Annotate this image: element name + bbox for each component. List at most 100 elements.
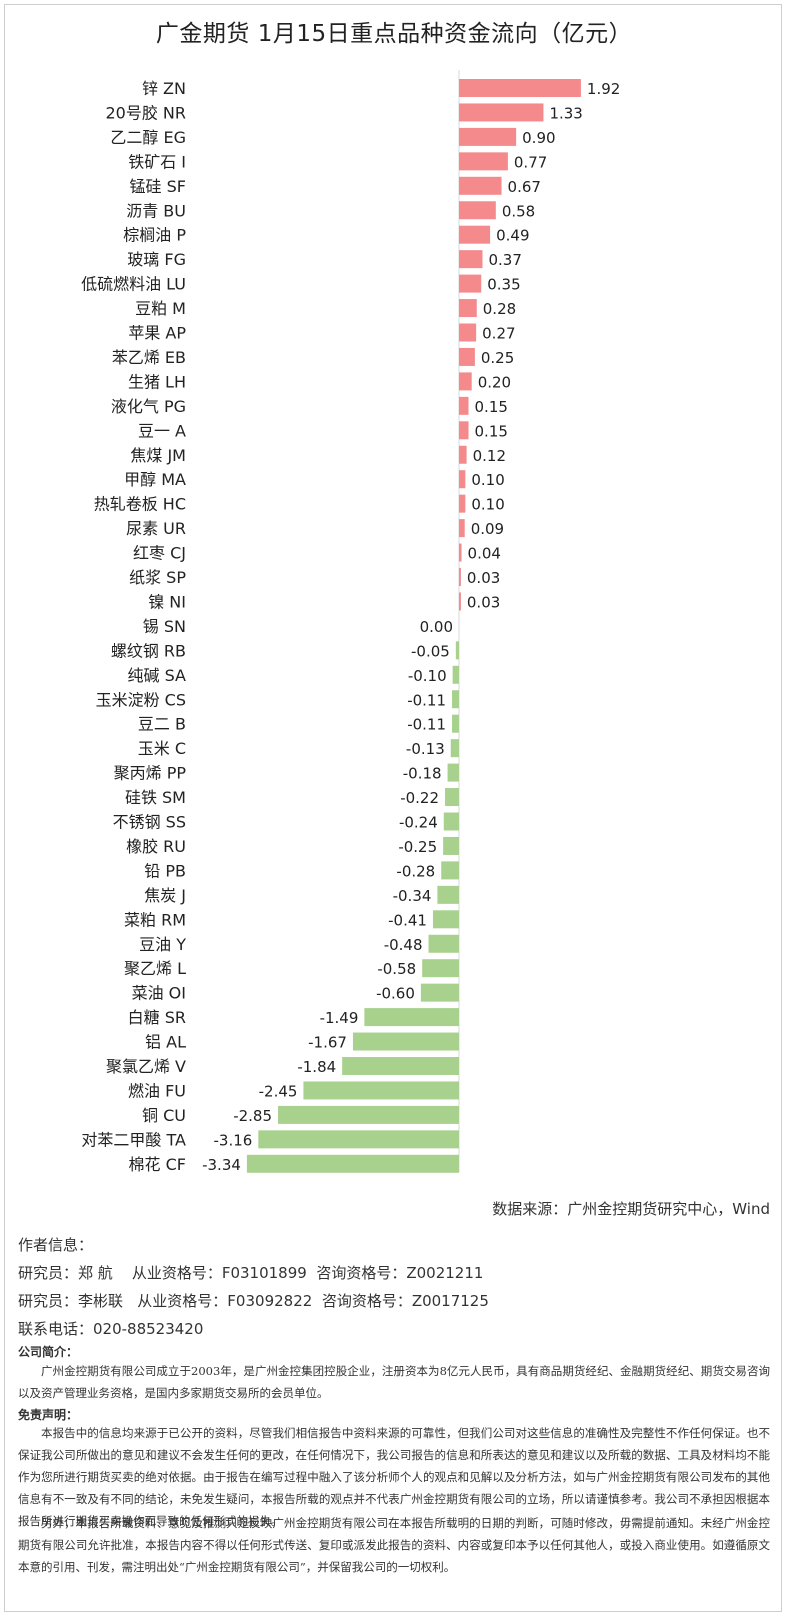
value-label: -0.18 xyxy=(403,765,442,783)
bar xyxy=(459,543,462,562)
bar xyxy=(246,1154,459,1173)
category-label: 甲醇 MA xyxy=(124,470,186,489)
value-label: -0.22 xyxy=(400,789,439,807)
bar xyxy=(342,1057,459,1075)
bar xyxy=(303,1081,459,1100)
category-label: 豆一 A xyxy=(138,421,186,440)
value-label: 0.03 xyxy=(467,593,500,611)
value-label: -2.85 xyxy=(233,1107,272,1125)
category-label: 玻璃 FG xyxy=(127,250,186,269)
bar xyxy=(364,1008,459,1027)
value-label: -0.10 xyxy=(408,667,447,685)
category-label: 棕榈油 P xyxy=(123,226,186,245)
value-label: 0.10 xyxy=(471,471,504,489)
category-label: 铁矿石 I xyxy=(128,152,186,171)
bar xyxy=(447,763,459,782)
value-label: -0.05 xyxy=(411,642,450,660)
bar xyxy=(459,396,469,415)
category-label: 热轧卷板 HC xyxy=(94,495,186,514)
bar xyxy=(459,494,466,513)
value-label: 1.33 xyxy=(549,104,582,122)
category-label: 生猪 LH xyxy=(128,372,186,391)
bar xyxy=(459,225,491,244)
value-label: -0.41 xyxy=(388,911,427,929)
page-frame xyxy=(4,4,782,1612)
bar xyxy=(420,983,459,1002)
value-label: 1.92 xyxy=(587,80,620,98)
bar xyxy=(422,959,459,978)
bar xyxy=(432,910,459,929)
category-label: 红枣 CJ xyxy=(133,544,186,563)
category-label: 镍 NI xyxy=(148,592,186,611)
value-label: 0.25 xyxy=(481,349,514,367)
category-label: 低硫燃料油 LU xyxy=(81,275,186,294)
category-label: 锡 SN xyxy=(143,617,186,636)
category-label: 菜粕 RM xyxy=(124,910,186,929)
chart-title: 广金期货 1月15日重点品种资金流向（亿元） xyxy=(155,21,633,47)
category-label: 纯碱 SA xyxy=(128,666,187,685)
value-label: 0.58 xyxy=(502,202,535,220)
category-label: 聚氯乙烯 V xyxy=(106,1057,186,1076)
value-label: -0.11 xyxy=(407,691,446,709)
value-label: 0.03 xyxy=(467,569,500,587)
category-label: 20号胶 NR xyxy=(105,103,186,122)
category-label: 锌 ZN xyxy=(142,79,186,98)
bar xyxy=(437,885,459,904)
value-label: -0.13 xyxy=(406,740,445,758)
value-label: 0.37 xyxy=(488,251,521,269)
bar xyxy=(278,1105,459,1124)
category-label: 铅 PB xyxy=(144,861,186,880)
bar xyxy=(459,592,461,611)
value-label: -3.16 xyxy=(214,1131,253,1149)
bar xyxy=(452,690,459,709)
data-source: 数据来源：广州金控期货研究中心，Wind xyxy=(492,1200,770,1218)
bar xyxy=(459,103,544,122)
category-label: 尿素 UR xyxy=(126,519,186,538)
category-label: 焦炭 J xyxy=(144,886,186,905)
category-label: 玉米淀粉 CS xyxy=(96,690,186,709)
disclaimer-heading: 免责声明： xyxy=(18,1408,79,1422)
bar xyxy=(459,470,466,489)
value-label: 0.00 xyxy=(420,618,453,636)
bar xyxy=(459,568,461,586)
bar xyxy=(459,299,477,318)
category-label: 豆油 Y xyxy=(139,935,186,954)
category-label: 液化气 PG xyxy=(111,397,186,416)
category-label: 硅铁 SM xyxy=(125,788,186,807)
bar xyxy=(459,421,469,440)
value-label: 0.35 xyxy=(487,276,520,294)
bar xyxy=(459,519,465,538)
bar xyxy=(459,445,467,464)
category-label: 豆粕 M xyxy=(135,299,186,318)
value-label: 0.90 xyxy=(522,129,555,147)
value-label: -1.49 xyxy=(320,1009,359,1027)
bar xyxy=(459,79,581,97)
bar xyxy=(450,739,459,758)
company-intro: 广州金控期货有限公司成立于2003年，是广州金控集团控股企业，注册资本为8亿元人… xyxy=(18,1364,770,1400)
category-label: 聚丙烯 PP xyxy=(114,764,187,783)
category-label: 苯乙烯 EB xyxy=(112,348,186,367)
disclaimer-paragraph-2: 另外，本报告所载资料、意见及推测只是反映广州金控期货有限公司在本报告所载明的日期… xyxy=(18,1516,770,1574)
bar xyxy=(455,641,459,660)
category-label: 菜油 OI xyxy=(132,984,186,1003)
bar xyxy=(459,201,496,220)
bar xyxy=(459,347,475,366)
category-label: 不锈钢 SS xyxy=(113,813,186,832)
bar xyxy=(459,372,472,391)
contact-phone: 联系电话：020-88523420 xyxy=(18,1320,204,1338)
value-label: 0.28 xyxy=(483,300,516,318)
category-label: 白糖 SR xyxy=(128,1008,186,1027)
category-label: 聚乙烯 L xyxy=(124,959,186,978)
value-label: 0.49 xyxy=(496,227,529,245)
value-label: -0.25 xyxy=(398,838,437,856)
value-label: 0.67 xyxy=(508,178,541,196)
category-label: 焦煤 JM xyxy=(130,446,186,465)
category-label: 乙二醇 EG xyxy=(110,128,186,147)
value-label: 0.09 xyxy=(471,520,504,538)
category-label: 锰硅 SF xyxy=(130,177,186,196)
category-label: 螺纹钢 RB xyxy=(111,641,186,660)
bar xyxy=(443,836,459,855)
bar xyxy=(459,274,482,293)
value-label: 0.12 xyxy=(473,447,506,465)
value-label: -1.67 xyxy=(308,1034,347,1052)
